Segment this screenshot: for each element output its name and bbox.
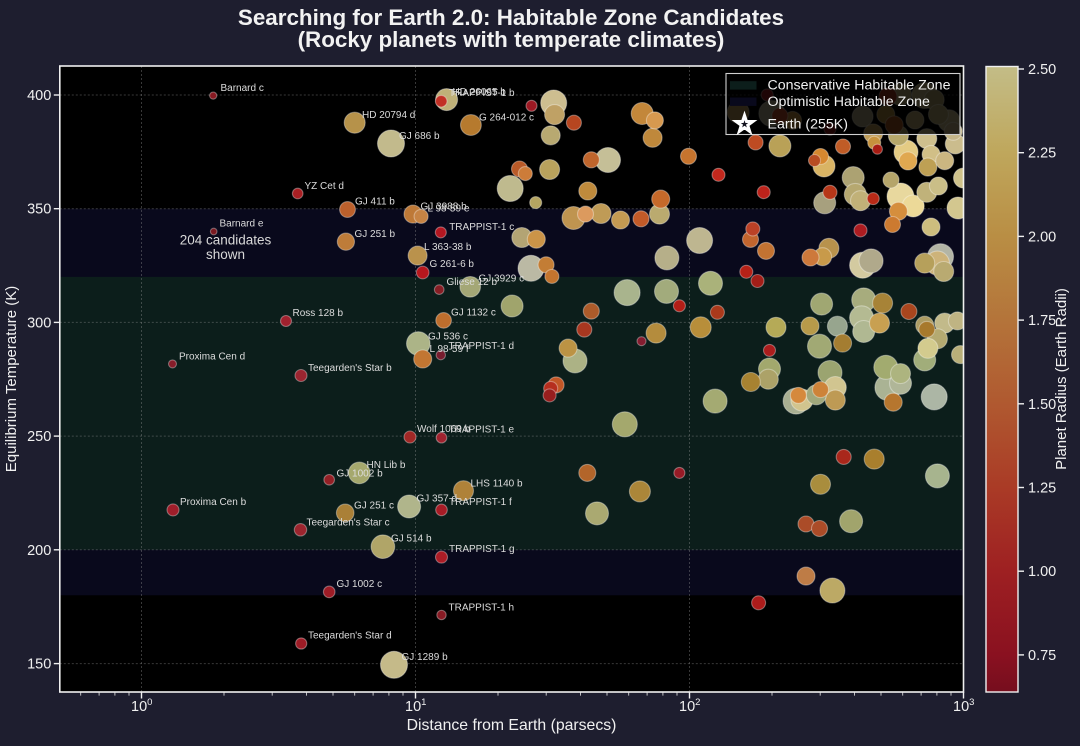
svg-text:Teegarden's Star b: Teegarden's Star b [308, 363, 392, 374]
svg-text:200: 200 [27, 543, 51, 559]
svg-text:Ross 128 b: Ross 128 b [293, 308, 344, 319]
svg-text:TRAPPIST-1 d: TRAPPIST-1 d [449, 341, 515, 352]
svg-text:GJ 686 b: GJ 686 b [399, 131, 440, 142]
svg-text:HD 20794 d: HD 20794 d [362, 110, 415, 121]
svg-text:GJ 3988 b: GJ 3988 b [421, 202, 468, 213]
svg-text:(Rocky planets with temperate: (Rocky planets with temperate climates) [298, 27, 725, 52]
svg-text:1.25: 1.25 [1028, 481, 1056, 497]
svg-text:Wolf 1069 b: Wolf 1069 b [417, 424, 471, 435]
svg-text:2.25: 2.25 [1028, 146, 1056, 162]
svg-text:Teegarden's Star d: Teegarden's Star d [308, 631, 392, 642]
svg-text:Proxima Cen d: Proxima Cen d [179, 352, 245, 363]
svg-text:HD 26065 b: HD 26065 b [453, 87, 507, 98]
svg-text:350: 350 [27, 202, 51, 218]
svg-text:Equilibrium Temperature (K): Equilibrium Temperature (K) [3, 286, 20, 472]
svg-text:GJ 251 c: GJ 251 c [354, 501, 394, 512]
svg-text:400: 400 [27, 88, 51, 104]
svg-text:204 candidates: 204 candidates [180, 233, 272, 248]
svg-text:1.50: 1.50 [1028, 397, 1056, 413]
svg-text:TRAPPIST-1 g: TRAPPIST-1 g [449, 544, 515, 555]
svg-text:TRAPPIST-1 b: TRAPPIST-1 b [449, 88, 515, 99]
svg-text:GJ 1002 c: GJ 1002 c [337, 579, 383, 590]
svg-text:Gliese 12 b: Gliese 12 b [447, 277, 498, 288]
svg-text:250: 250 [27, 429, 51, 445]
svg-text:TRAPPIST-1 e: TRAPPIST-1 e [449, 425, 515, 436]
svg-text:Proxima Cen b: Proxima Cen b [180, 497, 247, 508]
svg-text:Distance from Earth (parsecs): Distance from Earth (parsecs) [407, 717, 617, 734]
svg-text:1.00: 1.00 [1028, 564, 1056, 580]
svg-text:2.50: 2.50 [1028, 62, 1056, 78]
svg-text:0.75: 0.75 [1028, 648, 1056, 664]
svg-text:GJ 1289 b: GJ 1289 b [402, 652, 449, 663]
svg-text:HN Lib b: HN Lib b [367, 460, 406, 471]
svg-text:Barnard c: Barnard c [221, 83, 264, 94]
svg-text:150: 150 [27, 657, 51, 673]
svg-text:YZ Cet d: YZ Cet d [305, 181, 344, 192]
svg-text:LHS 1140 b: LHS 1140 b [471, 479, 524, 490]
svg-text:G 264-012 c: G 264-012 c [479, 112, 534, 123]
svg-text:GJ 3929 c: GJ 3929 c [479, 274, 525, 285]
svg-text:L 363-38 b: L 363-38 b [424, 242, 472, 253]
svg-text:GJ 536 c: GJ 536 c [428, 332, 468, 343]
svg-text:GJ 357 d: GJ 357 d [417, 494, 458, 505]
svg-text:GJ 411 b: GJ 411 b [355, 197, 395, 208]
svg-text:GJ 514 b: GJ 514 b [391, 534, 432, 545]
svg-text:GJ 251 b: GJ 251 b [355, 229, 396, 240]
svg-text:Barnard e: Barnard e [220, 219, 264, 230]
svg-text:Optimistic Habitable Zone: Optimistic Habitable Zone [768, 94, 931, 110]
svg-text:102: 102 [679, 697, 700, 715]
svg-text:Planet Radius (Earth Radii): Planet Radius (Earth Radii) [1053, 288, 1070, 470]
svg-text:103: 103 [953, 697, 974, 715]
svg-text:2.00: 2.00 [1028, 229, 1056, 245]
svg-text:1.75: 1.75 [1028, 313, 1056, 329]
svg-text:shown: shown [206, 247, 245, 262]
svg-text:TRAPPIST-1 h: TRAPPIST-1 h [449, 602, 515, 613]
svg-text:101: 101 [405, 697, 426, 715]
svg-text:100: 100 [131, 697, 152, 715]
svg-text:L 98-59 e: L 98-59 e [428, 204, 470, 215]
svg-text:Earth (255K): Earth (255K) [768, 117, 848, 133]
svg-text:Teegarden's Star c: Teegarden's Star c [307, 518, 390, 529]
svg-text:G 261-6 b: G 261-6 b [430, 259, 475, 270]
svg-text:GJ 1002 b: GJ 1002 b [337, 469, 384, 480]
svg-text:TRAPPIST-1 f: TRAPPIST-1 f [449, 497, 512, 508]
svg-text:Conservative Habitable Zone: Conservative Habitable Zone [768, 78, 951, 94]
svg-text:300: 300 [27, 315, 51, 331]
svg-text:Searching for Earth 2.0: Habit: Searching for Earth 2.0: Habitable Zone … [238, 5, 784, 30]
svg-text:L 98-59 f: L 98-59 f [430, 344, 469, 355]
svg-text:TRAPPIST-1 c: TRAPPIST-1 c [449, 222, 514, 233]
svg-text:GJ 1132 c: GJ 1132 c [451, 308, 496, 319]
